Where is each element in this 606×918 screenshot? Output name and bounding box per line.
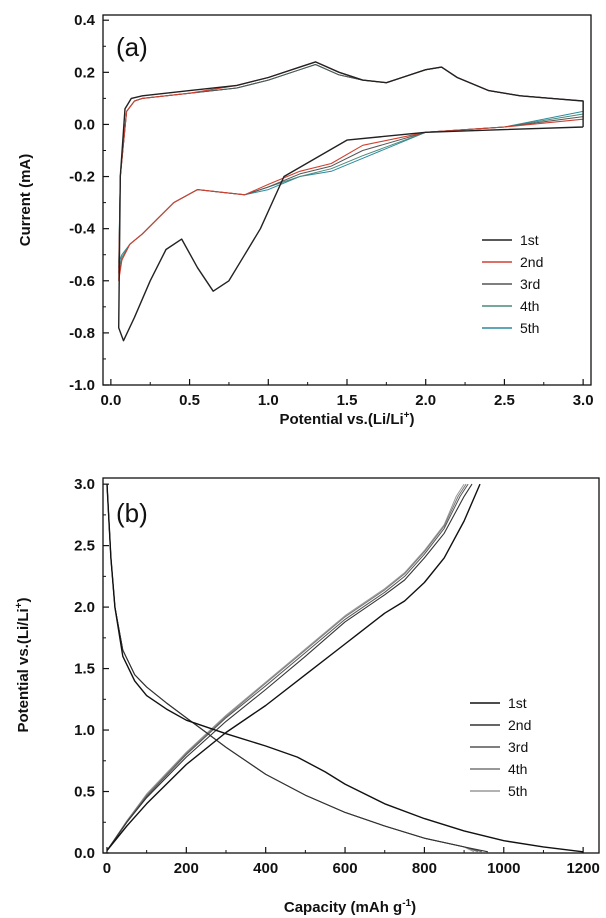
cv-y-tick-label: -0.4	[69, 221, 96, 238]
gcd-y-tick-label: 0.5	[74, 784, 95, 801]
cv-x-tick-label: 1.5	[337, 392, 358, 409]
gcd-legend-label: 4th	[508, 761, 527, 777]
gcd-x-tick-label: 400	[253, 860, 278, 877]
charge-discharge-chart-panel: 0 200 400 600 800 1000 1200 0.0 0.5 1.0 1.5 2.0 2.5 3…	[14, 476, 600, 916]
cv-y-tick-label: -0.8	[69, 325, 95, 342]
cv-y-tick-label: -0.6	[69, 273, 95, 290]
gcd-legend: 1st 2nd 3rd 4th 5th	[470, 695, 531, 799]
gcd-x-tick-label: 200	[174, 860, 199, 877]
gcd-y-tick-label: 1.0	[74, 722, 95, 739]
cv-legend-label: 4th	[520, 298, 539, 314]
cv-y-tick-label: 0.2	[74, 64, 95, 81]
gcd-series-1st-discharge-line	[106, 484, 584, 853]
gcd-series	[106, 483, 584, 853]
cv-y-tick-label: 0.0	[74, 116, 95, 133]
gcd-x-tick-label: 1200	[566, 860, 599, 877]
gcd-legend-label: 3rd	[508, 739, 528, 755]
gcd-x-tick-label: 800	[412, 860, 437, 877]
gcd-panel-label: (b)	[116, 498, 148, 528]
gcd-legend-label: 5th	[508, 783, 527, 799]
cv-x-tick-label: 2.5	[494, 392, 515, 409]
cv-legend: 1st 2nd 3rd 4th 5th	[482, 232, 543, 336]
cv-legend-label: 2nd	[520, 254, 543, 270]
cv-x-tick-label: 3.0	[573, 392, 594, 409]
cv-x-axis-label: Potential vs.(Li/Li+)	[279, 410, 414, 428]
gcd-x-tick-label: 600	[333, 860, 358, 877]
gcd-x-tick-label: 0	[103, 860, 111, 877]
gcd-legend-label: 1st	[508, 695, 527, 711]
gcd-x-axis-label: Capacity (mAh g-1)	[284, 898, 416, 916]
gcd-series-3rd-charge-line	[106, 483, 469, 851]
cv-y-axis-label: Current (mA)	[17, 154, 34, 247]
cv-panel-label: (a)	[116, 32, 148, 62]
gcd-ticks: 0 200 400 600 800 1000 1200 0.0 0.5 1.0 1.5 2.0 2.5 3…	[74, 476, 600, 877]
cv-x-tick-label: 0.0	[100, 392, 121, 409]
gcd-y-tick-label: 3.0	[74, 476, 95, 493]
cv-x-tick-label: 2.0	[415, 392, 436, 409]
cv-chart-panel: 0.0 0.5 1.0 1.5 2.0 2.5 3.0 -1.0 -0.8 -0.6 -0.4 -0.…	[17, 12, 594, 428]
gcd-y-axis-label: Potential vs.(Li/Li+)	[14, 597, 32, 732]
cv-legend-label: 1st	[520, 232, 539, 248]
cv-y-tick-label: -1.0	[69, 377, 95, 394]
gcd-series-2nd-charge-line	[106, 483, 473, 851]
gcd-plot-frame	[102, 477, 600, 854]
cv-y-tick-label: -0.2	[69, 169, 95, 186]
cv-series-1st-line	[118, 61, 584, 342]
gcd-series-1st-charge-line	[106, 483, 481, 851]
gcd-y-tick-label: 2.5	[74, 538, 95, 555]
gcd-legend-label: 2nd	[508, 717, 531, 733]
cv-x-tick-label: 1.0	[258, 392, 279, 409]
cv-x-tick-label: 0.5	[179, 392, 200, 409]
gcd-y-tick-label: 2.0	[74, 599, 95, 616]
cv-ticks: 0.0 0.5 1.0 1.5 2.0 2.5 3.0 -1.0 -0.8 -0.6 -0.4 -0.…	[69, 12, 593, 409]
gcd-y-tick-label: 0.0	[74, 845, 95, 862]
cv-y-tick-label: 0.4	[74, 12, 96, 29]
cv-legend-label: 3rd	[520, 276, 540, 292]
cv-legend-label: 5th	[520, 320, 539, 336]
gcd-y-tick-label: 1.5	[74, 661, 95, 678]
cv-series	[118, 61, 584, 342]
gcd-x-tick-label: 1000	[487, 860, 520, 877]
gcd-series-5th-charge-line	[106, 483, 465, 851]
gcd-series-4th-charge-line	[106, 483, 467, 851]
